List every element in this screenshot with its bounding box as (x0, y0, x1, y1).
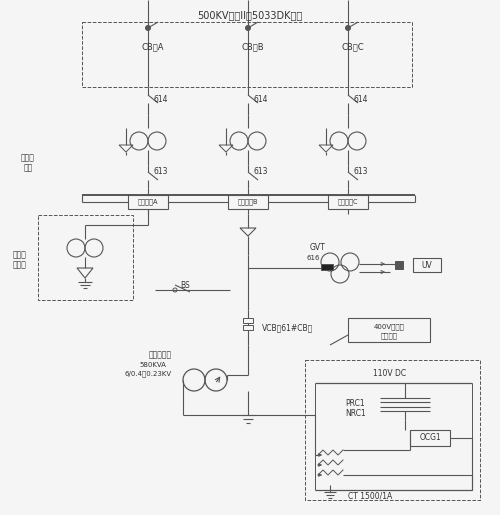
Text: 电流保护: 电流保护 (380, 333, 398, 339)
Text: CB－A: CB－A (142, 43, 164, 52)
Text: GVT: GVT (310, 244, 326, 252)
Text: CB－B: CB－B (242, 43, 264, 52)
Text: 580KVA: 580KVA (140, 362, 166, 368)
Text: 614: 614 (254, 95, 268, 105)
Circle shape (346, 26, 350, 30)
Bar (395, 261, 403, 269)
Text: 并联电: 并联电 (21, 153, 35, 163)
Text: PRC1: PRC1 (345, 399, 364, 407)
Text: 110V DC: 110V DC (374, 369, 406, 377)
Text: 高速熔丝C: 高速熔丝C (338, 199, 358, 205)
Bar (243, 325, 253, 330)
Bar (328, 195, 368, 209)
Text: 400V零序过: 400V零序过 (374, 324, 404, 330)
Text: 613: 613 (354, 167, 368, 177)
Text: CB－C: CB－C (342, 43, 364, 52)
Text: 高速熔丝B: 高速熔丝B (238, 199, 258, 205)
Circle shape (246, 26, 250, 30)
Text: 电抗器: 电抗器 (13, 261, 27, 269)
Text: 614: 614 (354, 95, 368, 105)
Text: VCB（61#CB）: VCB（61#CB） (262, 323, 314, 333)
Bar (305, 360, 480, 500)
Text: 中间变压器: 中间变压器 (148, 351, 172, 359)
Text: 613: 613 (154, 167, 168, 177)
Text: BS: BS (180, 281, 190, 289)
Text: CT 1500/1A: CT 1500/1A (348, 491, 392, 501)
Bar (128, 195, 168, 209)
Text: 500KV阳东II线5033DK刀闸: 500KV阳东II线5033DK刀闸 (198, 10, 302, 20)
Bar (228, 195, 268, 209)
Bar (82, 22, 412, 87)
Bar (413, 258, 441, 272)
Text: 614: 614 (154, 95, 168, 105)
Bar (243, 318, 253, 323)
Bar (348, 318, 430, 342)
Text: 抗器: 抗器 (24, 163, 32, 173)
Text: NRC1: NRC1 (345, 408, 366, 418)
Text: 616: 616 (306, 255, 320, 261)
Text: OCG1: OCG1 (419, 434, 441, 442)
Bar (321, 264, 333, 270)
Bar (410, 430, 450, 446)
Text: 613: 613 (254, 167, 268, 177)
Text: 中性点: 中性点 (13, 250, 27, 260)
Circle shape (146, 26, 150, 30)
Bar (38, 215, 133, 300)
Text: UV: UV (422, 261, 432, 269)
Text: 高速熔丝A: 高速熔丝A (138, 199, 158, 205)
Text: 6/0.4－0.23KV: 6/0.4－0.23KV (124, 371, 172, 377)
